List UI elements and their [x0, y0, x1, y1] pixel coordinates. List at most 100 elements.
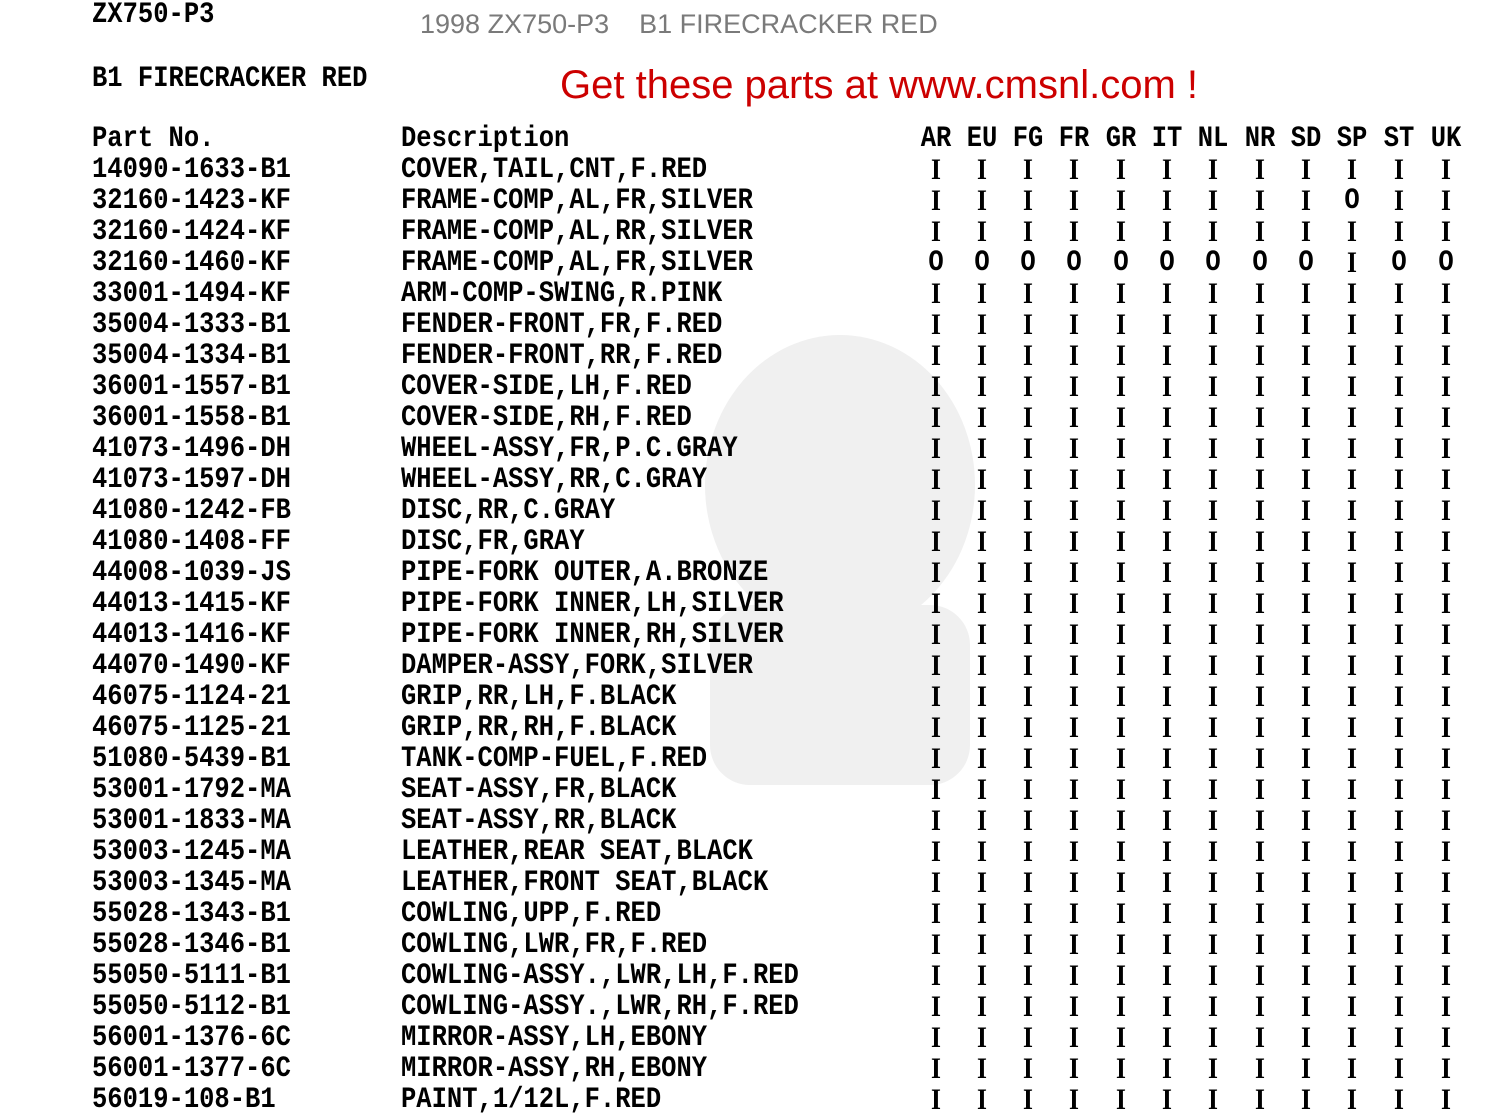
availability-st: I	[1394, 462, 1404, 497]
availability-fr: I	[1069, 400, 1079, 435]
availability-fg: I	[1023, 400, 1033, 435]
availability-fr: I	[1069, 927, 1079, 962]
availability-fg: I	[1023, 741, 1033, 776]
availability-nr: I	[1255, 989, 1265, 1024]
availability-fg: I	[1023, 183, 1033, 218]
availability-nl: I	[1208, 1020, 1218, 1055]
part-description: COWLING,LWR,FR,F.RED	[401, 927, 708, 962]
availability-eu: I	[977, 276, 987, 311]
availability-nl: I	[1208, 710, 1218, 745]
availability-nl: I	[1208, 927, 1218, 962]
part-number: 33001-1494-KF	[92, 276, 291, 311]
availability-nl: I	[1208, 462, 1218, 497]
availability-it: I	[1162, 462, 1172, 497]
header-region-eu: EU	[966, 121, 998, 156]
availability-uk: I	[1441, 865, 1451, 900]
availability-sd: I	[1301, 896, 1311, 931]
availability-ar: I	[931, 679, 941, 714]
part-number: 55050-5111-B1	[92, 958, 291, 993]
availability-nl: I	[1208, 369, 1218, 404]
part-description: SEAT-ASSY,FR,BLACK	[401, 772, 677, 807]
part-description: TANK-COMP-FUEL,F.RED	[401, 741, 708, 776]
availability-fr: I	[1069, 462, 1079, 497]
availability-nr: I	[1255, 710, 1265, 745]
availability-sp: I	[1347, 1082, 1357, 1116]
availability-sp: I	[1347, 741, 1357, 776]
availability-nr: I	[1255, 524, 1265, 559]
availability-eu: I	[977, 493, 987, 528]
availability-st: I	[1394, 896, 1404, 931]
availability-ar: I	[931, 586, 941, 621]
availability-nl: I	[1208, 803, 1218, 838]
availability-nl: I	[1208, 1082, 1218, 1116]
availability-nl: I	[1208, 648, 1218, 683]
availability-eu: I	[977, 772, 987, 807]
availability-ar: I	[931, 989, 941, 1024]
availability-gr: I	[1116, 338, 1126, 373]
part-number: 46075-1124-21	[92, 679, 291, 714]
part-description: PIPE-FORK OUTER,A.BRONZE	[401, 555, 769, 590]
availability-sd: I	[1301, 648, 1311, 683]
availability-it: I	[1162, 958, 1172, 993]
availability-it: I	[1162, 338, 1172, 373]
availability-eu: I	[977, 338, 987, 373]
availability-nl: I	[1208, 307, 1218, 342]
availability-fr: I	[1069, 369, 1079, 404]
header-region-st: ST	[1383, 121, 1415, 156]
availability-nl: I	[1208, 679, 1218, 714]
availability-uk: I	[1441, 555, 1451, 590]
availability-sd: I	[1301, 462, 1311, 497]
availability-sd: I	[1301, 1082, 1311, 1116]
availability-nr: I	[1255, 1020, 1265, 1055]
availability-nl: I	[1208, 276, 1218, 311]
availability-sp: I	[1347, 276, 1357, 311]
availability-fr: I	[1069, 679, 1079, 714]
availability-nr: I	[1255, 865, 1265, 900]
availability-uk: I	[1441, 276, 1451, 311]
availability-fr: I	[1069, 865, 1079, 900]
availability-st: I	[1394, 307, 1404, 342]
promo-link[interactable]: Get these parts at www.cmsnl.com !	[560, 63, 1198, 107]
part-description: PIPE-FORK INNER,RH,SILVER	[401, 617, 784, 652]
part-description: COVER-SIDE,LH,F.RED	[401, 369, 692, 404]
availability-ar: O	[928, 245, 944, 280]
availability-ar: I	[931, 1082, 941, 1116]
availability-sp: I	[1347, 896, 1357, 931]
availability-eu: I	[977, 927, 987, 962]
availability-sd: I	[1301, 710, 1311, 745]
availability-nr: I	[1255, 648, 1265, 683]
availability-eu: I	[977, 865, 987, 900]
part-number: 41080-1242-FB	[92, 493, 291, 528]
availability-eu: I	[977, 1020, 987, 1055]
availability-st: I	[1394, 1020, 1404, 1055]
part-number: 32160-1460-KF	[92, 245, 291, 280]
availability-fg: I	[1023, 679, 1033, 714]
availability-it: I	[1162, 1020, 1172, 1055]
availability-it: I	[1162, 648, 1172, 683]
part-description: FENDER-FRONT,RR,F.RED	[401, 338, 723, 373]
availability-it: I	[1162, 586, 1172, 621]
availability-eu: I	[977, 710, 987, 745]
availability-gr: I	[1116, 958, 1126, 993]
availability-nr: I	[1255, 586, 1265, 621]
availability-fr: I	[1069, 896, 1079, 931]
availability-fr: O	[1066, 245, 1082, 280]
availability-sd: I	[1301, 803, 1311, 838]
page-title-overlay: 1998 ZX750-P3 B1 FIRECRACKER RED	[420, 9, 938, 39]
availability-fg: I	[1023, 276, 1033, 311]
availability-st: I	[1394, 617, 1404, 652]
availability-sp: I	[1347, 1051, 1357, 1086]
availability-fg: I	[1023, 617, 1033, 652]
availability-eu: I	[977, 1051, 987, 1086]
availability-ar: I	[931, 214, 941, 249]
availability-st: I	[1394, 1051, 1404, 1086]
availability-it: I	[1162, 307, 1172, 342]
part-number: 53001-1833-MA	[92, 803, 291, 838]
availability-sd: I	[1301, 989, 1311, 1024]
availability-st: I	[1394, 369, 1404, 404]
availability-sd: I	[1301, 214, 1311, 249]
part-number: 35004-1333-B1	[92, 307, 291, 342]
availability-fg: I	[1023, 1051, 1033, 1086]
availability-st: I	[1394, 183, 1404, 218]
availability-eu: I	[977, 524, 987, 559]
